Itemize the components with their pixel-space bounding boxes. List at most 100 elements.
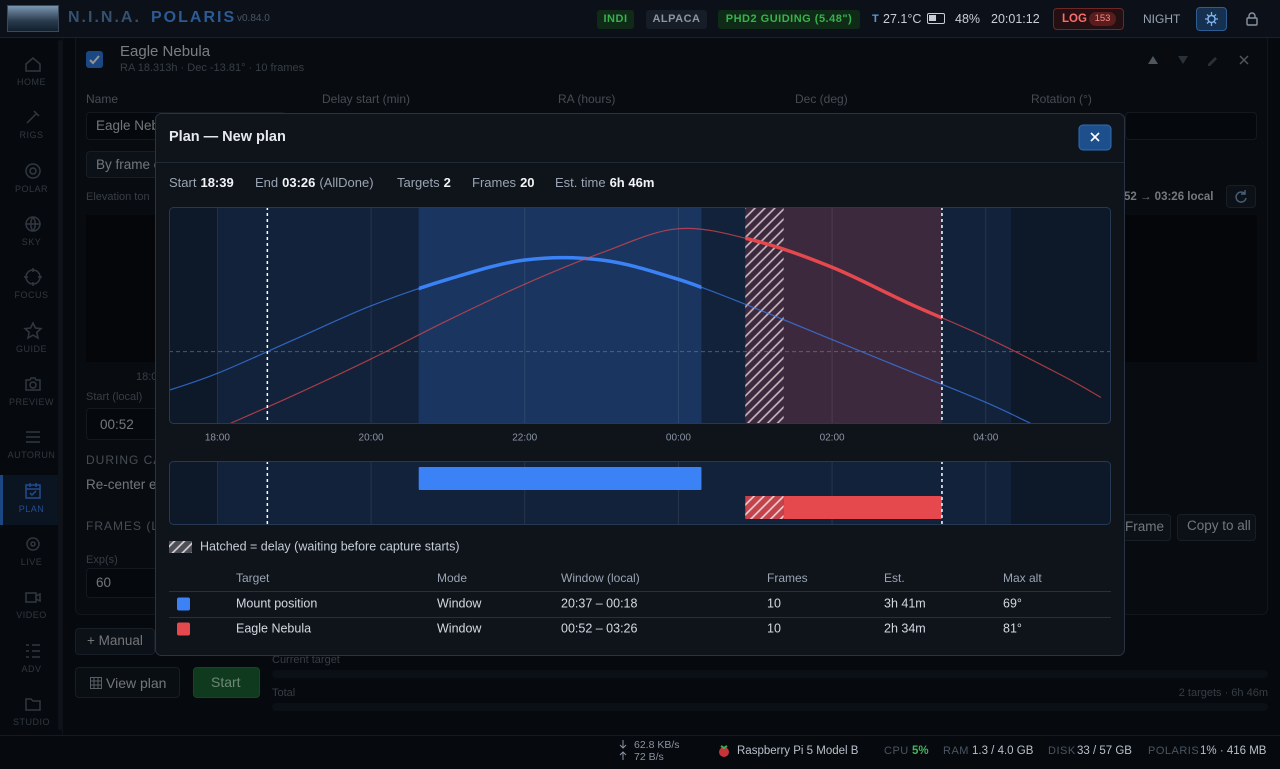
status-bar: [0, 735, 1280, 769]
nav-icon: [26, 643, 40, 658]
view-plan-button[interactable]: [75, 667, 180, 698]
status-badge: PHD2 GUIDING (5.48"): [718, 10, 860, 29]
scrollbar: [58, 40, 62, 730]
nav-icon: [25, 57, 41, 72]
start-label: Start (local): [86, 391, 143, 403]
plan-summary: 2 targets · 6h 46m: [1178, 687, 1268, 699]
icon: [1235, 190, 1247, 203]
elevation-range: 52 → 03:26 local: [1124, 191, 1214, 203]
battery: 48%: [955, 12, 981, 26]
exp-value: 60: [96, 575, 112, 590]
stat-label: CPU: [884, 745, 909, 757]
nav-icon: [26, 537, 40, 551]
lock-icon[interactable]: [1244, 11, 1260, 27]
icon-shape: [26, 110, 40, 124]
table-header: Window (local): [561, 571, 640, 585]
nav-item[interactable]: FOCUS: [14, 290, 49, 301]
icon: [1205, 12, 1218, 26]
summary-label: Targets: [397, 175, 440, 190]
icon-shape: [25, 592, 41, 604]
plot-border: [169, 461, 1111, 525]
icon-shape: [26, 431, 40, 444]
table-cell: Window: [437, 621, 482, 635]
start: Start: [211, 674, 241, 690]
table-header: Target: [236, 571, 270, 585]
x-tick-label: 02:00: [820, 433, 845, 444]
sidebar: HOME RIGS POLAR SKY FOCUS GUIDE PREVIEW AUTORUN…: [0, 38, 63, 735]
checkbox[interactable]: [86, 51, 103, 68]
nav-icon: [25, 162, 41, 179]
row-target: Mount position: [236, 596, 317, 610]
nav-item[interactable]: ADV: [21, 663, 42, 674]
stat-value: 33 / 57 GB: [1077, 745, 1132, 757]
exp-label: Exp(s): [86, 554, 118, 566]
row-swatch: [177, 622, 190, 636]
nav-item[interactable]: STUDIO: [12, 716, 50, 727]
nav-item[interactable]: PREVIEW: [8, 396, 54, 407]
nav-item[interactable]: VIDEO: [16, 610, 47, 621]
nav-item[interactable]: RIGS: [19, 130, 44, 141]
table-cell: 10: [767, 621, 781, 635]
temperature: 27.1°C: [883, 12, 922, 26]
modal-title: Plan — New plan: [169, 129, 286, 145]
device: Raspberry Pi 5 Model B: [737, 745, 859, 757]
nav-item[interactable]: LIVE: [20, 556, 43, 567]
log-count: 153: [1089, 12, 1116, 26]
icon: [90, 677, 102, 689]
device-icon: [719, 745, 729, 757]
start-button[interactable]: [193, 667, 260, 698]
plot-border: [169, 207, 1111, 424]
icon-shape: [25, 698, 41, 711]
settings-button[interactable]: [1196, 7, 1227, 31]
summary-note: (AllDone): [319, 175, 373, 190]
x-tick-label: 18:00: [205, 433, 230, 444]
temp-icon: T: [872, 13, 879, 25]
icon-shape: [26, 643, 40, 658]
stat-value: 1% · 416 MB: [1200, 745, 1267, 757]
logo: [7, 5, 59, 32]
check: [89, 55, 100, 65]
window-band: [418, 207, 702, 424]
nav-item[interactable]: POLAR: [14, 183, 48, 194]
table-cell: 81°: [1003, 621, 1022, 635]
refresh-button[interactable]: [1226, 185, 1256, 208]
target: Eagle Nebula: [120, 43, 211, 60]
table-cell: 3h 41m: [884, 596, 926, 610]
nav-icon: [25, 698, 41, 711]
icon-shape: [25, 377, 41, 391]
manual-button[interactable]: [75, 628, 155, 655]
rotation-input[interactable]: [1125, 112, 1257, 140]
altitude-curve: [228, 227, 1102, 424]
frame-btn: Frame: [1125, 519, 1165, 534]
icon-shape: [23, 320, 43, 340]
card-actions[interactable]: [1140, 50, 1260, 70]
view-plan: View plan: [106, 675, 167, 691]
summary-label: Start: [169, 175, 197, 190]
nav-item[interactable]: GUIDE: [15, 343, 47, 354]
copy-button[interactable]: [1177, 514, 1256, 541]
table-header: Est.: [884, 571, 905, 585]
status-badge: ALPACA: [646, 10, 707, 29]
nav-icon: [25, 216, 41, 232]
total: Total: [272, 687, 296, 699]
during: DURING CAP: [86, 453, 172, 467]
night-mode[interactable]: NIGHT: [1143, 12, 1181, 26]
summary-value: 03:26: [282, 175, 315, 190]
name-value: Eagle Neb: [96, 118, 160, 133]
nav-item[interactable]: HOME: [17, 77, 46, 87]
nav-icon: [26, 110, 40, 124]
capture-bar: [783, 496, 942, 519]
row-swatch: [177, 597, 190, 611]
current: Current target: [272, 654, 340, 666]
table-cell: 10: [767, 596, 781, 610]
mode-button: By frame c: [96, 157, 161, 172]
nav-item[interactable]: PLAN: [18, 503, 45, 514]
legend-hatch: [169, 541, 192, 553]
nav-item[interactable]: SKY: [21, 236, 42, 247]
frames-label: FRAMES (L: [86, 519, 160, 533]
icon-shape: [26, 537, 40, 551]
nav-item[interactable]: AUTORUN: [7, 450, 56, 461]
stat-label: POLARIS: [1148, 745, 1200, 757]
table-cell: Window: [437, 596, 482, 610]
table-cell: 20:37 – 00:18: [561, 596, 638, 610]
